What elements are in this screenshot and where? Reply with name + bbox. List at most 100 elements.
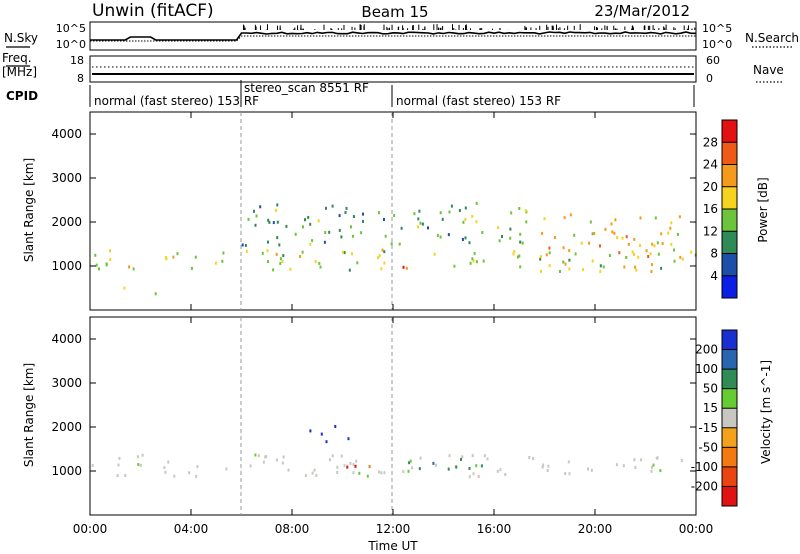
power-cell — [176, 252, 179, 256]
velocity-cell — [249, 464, 252, 468]
power-cell — [109, 258, 112, 261]
power-cell — [639, 216, 642, 220]
power-cell — [539, 257, 542, 261]
power-cell — [255, 214, 258, 218]
date-title: 23/Mar/2012 — [594, 2, 690, 20]
power-cell — [475, 260, 478, 264]
power-cell — [681, 257, 684, 261]
power-cell — [405, 266, 408, 270]
velocity-cell — [633, 458, 636, 462]
nsky-label: N.Sky — [4, 31, 38, 45]
freq-panel: Freq. [MHz] 18 8 60 0 Nave — [2, 51, 784, 85]
power-cell — [475, 220, 478, 224]
power-colorbar-tick: 8 — [710, 247, 718, 261]
cpid-label: CPID — [6, 89, 38, 103]
power-cell — [447, 233, 450, 237]
power-cell — [582, 268, 584, 272]
velocity-cell — [504, 473, 507, 477]
velocity-cell — [418, 467, 421, 471]
power-cell — [294, 232, 297, 236]
velocity-cell — [483, 454, 486, 458]
power-cell — [276, 236, 279, 240]
power-cell — [618, 251, 621, 255]
xtick-label: 16:00 — [477, 522, 512, 536]
power-cell — [289, 267, 292, 271]
power-cell — [281, 260, 284, 263]
power-cell — [509, 227, 512, 231]
velocity-cell — [650, 465, 653, 469]
velocity-colorbar-swatch — [722, 466, 737, 487]
power-cell — [559, 270, 561, 273]
velocity-cell — [650, 469, 653, 473]
power-cell — [649, 252, 652, 256]
power-cell — [512, 252, 515, 256]
power-cell — [318, 261, 321, 265]
velocity-colorbar-tick: 100 — [695, 362, 718, 376]
freq-unit: [MHz] — [2, 65, 37, 79]
power-cell — [464, 236, 467, 240]
velocity-cell — [402, 470, 405, 474]
power-cell — [604, 227, 607, 231]
velocity-cell — [313, 468, 316, 472]
nsky-tick-bottom: 10^0 — [56, 38, 86, 51]
velocity-cell — [349, 462, 352, 465]
xtick-label: 12:00 — [376, 522, 411, 536]
velocity-yticks: 1000 2000 3000 4000 — [51, 332, 696, 478]
power-cell — [464, 206, 467, 210]
velocity-cell — [547, 464, 550, 468]
power-cell — [253, 209, 255, 213]
velocity-cell — [352, 471, 355, 475]
power-cell — [679, 255, 682, 259]
power-cell — [517, 255, 519, 259]
velocity-cell — [304, 474, 307, 478]
power-cell — [482, 259, 485, 263]
beam-title: Beam 15 — [361, 3, 428, 21]
nsearch-tick-bottom: 10^0 — [702, 38, 732, 51]
velocity-cell — [615, 463, 618, 467]
power-cell — [562, 246, 565, 250]
power-cell — [323, 240, 326, 244]
power-colorbar-tick: 4 — [710, 269, 718, 283]
freq-label: Freq. — [2, 51, 32, 65]
power-cell — [380, 267, 383, 271]
power-cell — [653, 244, 656, 248]
velocity-cell — [368, 465, 371, 469]
power-cell — [123, 286, 126, 290]
power-cell — [599, 244, 601, 248]
xtick-label: 08:00 — [275, 522, 310, 536]
power-cell — [510, 211, 513, 215]
nsearch-trace — [90, 35, 696, 42]
velocity-cell — [136, 455, 139, 459]
velocity-cell — [448, 454, 451, 458]
power-cell — [128, 265, 131, 269]
velocity-cell — [383, 471, 386, 475]
velocity-cell — [622, 464, 625, 468]
velocity-xticks: 00:00 04:00 08:00 12:00 16:00 20:00 00:00 — [73, 317, 713, 536]
power-cell — [340, 235, 343, 239]
nsky-trace — [90, 31, 696, 41]
power-cell — [631, 250, 634, 254]
velocity-cell — [91, 463, 94, 467]
power-cell — [673, 259, 676, 263]
power-cell — [543, 217, 546, 221]
power-cell — [427, 226, 429, 230]
velocity-cell — [634, 465, 637, 469]
power-cell — [599, 270, 602, 273]
power-colorbar-tick: 12 — [703, 224, 718, 238]
power-cell — [350, 225, 352, 229]
power-cell — [633, 252, 635, 256]
power-cell — [599, 264, 602, 268]
power-cell — [509, 236, 512, 240]
velocity-cell — [309, 429, 312, 433]
nave-label: Nave — [753, 63, 784, 77]
power-cell — [518, 207, 521, 210]
ytick-label: 4000 — [51, 332, 82, 346]
power-cell — [245, 249, 248, 253]
velocity-cell — [328, 458, 331, 462]
power-cell — [154, 292, 157, 296]
power-cell — [569, 213, 572, 217]
ytick-label: 3000 — [51, 171, 82, 185]
power-cell — [272, 268, 275, 272]
velocity-cell — [567, 460, 570, 464]
